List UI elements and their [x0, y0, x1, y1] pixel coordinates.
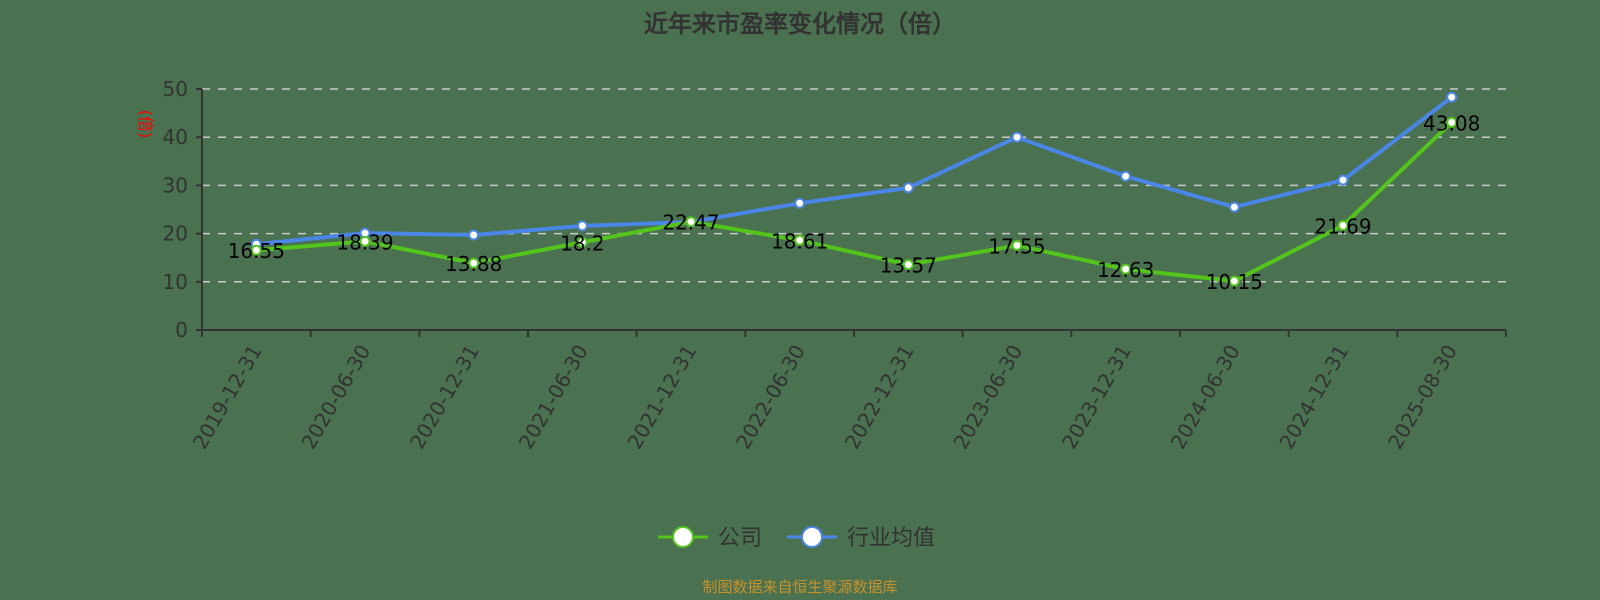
x-tick-label: 2021-12-31 [622, 341, 701, 454]
data-point [902, 182, 914, 194]
legend-label-industry: 行业均值 [847, 526, 935, 551]
y-tick-label: 10 [163, 270, 188, 294]
data-point [1446, 91, 1458, 103]
data-point [468, 257, 480, 269]
x-tick-label: 2021-06-30 [514, 341, 593, 454]
data-point [794, 197, 806, 209]
x-tick-label: 2020-12-31 [405, 340, 484, 453]
data-label: 18.61 [771, 229, 828, 253]
data-point [1337, 174, 1349, 186]
industry-line [256, 95, 1453, 247]
series-lines [250, 91, 1458, 287]
data-label: 16.55 [228, 239, 285, 263]
y-tick-label: 0 [175, 318, 188, 342]
data-label: 17.55 [988, 234, 1045, 258]
data-point [794, 234, 806, 246]
x-tick-label: 2019-12-31 [188, 341, 267, 454]
axes [196, 89, 1506, 337]
source-note: 制图数据来自恒生聚源数据库 [702, 578, 897, 596]
company-line [256, 120, 1454, 284]
y-tick-label: 40 [163, 125, 188, 149]
y-tick-label: 50 [163, 77, 188, 101]
x-tick-label: 2022-12-31 [840, 340, 919, 453]
x-tick-label: 2025-08-30 [1383, 341, 1462, 454]
data-point [1120, 263, 1132, 275]
legend: 公司 行业均值 [658, 526, 935, 551]
legend-item-company[interactable]: 公司 [658, 526, 762, 551]
legend-label-company: 公司 [718, 526, 762, 551]
data-point [1120, 170, 1132, 182]
data-label: 18.2 [560, 231, 605, 255]
data-label: 13.88 [445, 252, 502, 276]
data-point [1011, 131, 1023, 143]
y-tick-label: 20 [163, 222, 188, 246]
data-label: 12.63 [1097, 258, 1154, 282]
data-point [902, 259, 914, 271]
x-axis-ticks: 2019-12-31 2020-06-30 2020-12-31 2021-06-30… [188, 330, 1507, 454]
data-point [359, 235, 371, 247]
x-tick-label: 2022-06-30 [731, 341, 810, 454]
data-point [468, 229, 480, 241]
data-point [1337, 219, 1349, 231]
x-tick-label: 2020-06-30 [296, 341, 375, 454]
data-point [685, 216, 697, 228]
data-labels: 16.55 18.39 13.88 18.2 22.47 18.61 13.57 17.55 1… [228, 111, 1481, 294]
y-axis-ticks: 0 10 20 30 40 50 [163, 77, 202, 342]
x-tick-label: 2024-06-30 [1166, 341, 1245, 454]
x-tick-label: 2024-12-31 [1274, 341, 1353, 454]
data-point [1228, 201, 1240, 213]
data-label: 22.47 [662, 211, 719, 235]
data-label: 18.39 [336, 230, 393, 254]
y-tick-label: 30 [163, 173, 188, 197]
data-label: 10.15 [1206, 270, 1263, 294]
data-label: 13.57 [880, 254, 937, 278]
circle-icon [801, 526, 823, 548]
x-tick-label: 2023-12-31 [1057, 341, 1136, 454]
data-point [576, 236, 588, 248]
chart-title: 近年来市盈率变化情况（倍） [644, 10, 956, 38]
x-tick-label: 2023-06-30 [948, 341, 1027, 454]
legend-item-industry[interactable]: 行业均值 [787, 526, 935, 551]
data-point [1446, 116, 1458, 128]
data-point [1011, 239, 1023, 251]
data-point [1228, 275, 1240, 287]
data-label: 21.69 [1314, 214, 1371, 238]
data-point [250, 244, 262, 256]
data-label: 43.08 [1423, 111, 1480, 135]
y-axis-label: (倍) [136, 110, 155, 139]
data-point [576, 220, 588, 232]
circle-icon [672, 526, 694, 548]
